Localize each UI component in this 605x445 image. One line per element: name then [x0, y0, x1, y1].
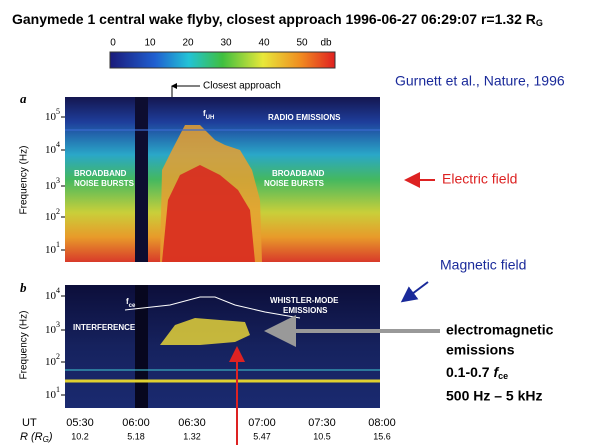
- y-tick-label: 104: [45, 286, 60, 302]
- tick-base: 10: [45, 389, 57, 401]
- tick-base: 10: [45, 244, 57, 256]
- ut-label: UT: [22, 417, 37, 429]
- y-tick-label: 104: [45, 140, 60, 156]
- y-tick-label: 102: [45, 352, 60, 368]
- bb-left: BROADBAND: [74, 169, 127, 178]
- tick-exp: 3: [56, 176, 60, 185]
- ratio-sub: ce: [498, 371, 508, 381]
- magnetic-label: Magnetic field: [440, 257, 526, 273]
- r-value: 10.2: [71, 431, 89, 441]
- r-label-sub: G: [43, 435, 49, 444]
- tick-exp: 1: [56, 385, 60, 394]
- y-tick-label: 102: [45, 207, 60, 223]
- r-value: 5.47: [253, 431, 271, 441]
- bb-right: NOISE BURSTS: [264, 179, 325, 188]
- magnetic-arrow: [400, 281, 429, 303]
- r-label: R (RG): [20, 431, 53, 444]
- colorbar-label: 30: [220, 38, 232, 49]
- r-value: 1.32: [183, 431, 201, 441]
- tick-base: 10: [45, 211, 57, 223]
- panel-letter: b: [20, 280, 27, 295]
- ut-label: 07:30: [308, 417, 336, 429]
- fuh: f: [203, 109, 206, 118]
- y-axis-label: Frequency (Hz): [19, 311, 30, 380]
- panel-letter: a: [20, 91, 27, 106]
- emissions-text: electromagnetic: [446, 322, 554, 338]
- r-value: 5.18: [127, 431, 145, 441]
- tick-base: 10: [45, 290, 57, 302]
- spectrogram-a: [65, 97, 380, 262]
- bb-right: BROADBAND: [272, 169, 325, 178]
- tick-base: 10: [45, 356, 57, 368]
- y-axis-label: Frequency (Hz): [19, 146, 30, 215]
- tick-base: 10: [45, 324, 57, 336]
- fce-sub: ce: [129, 303, 136, 309]
- tick-base: 10: [45, 111, 57, 123]
- tick-exp: 1: [56, 240, 60, 249]
- title: Ganymede 1 central wake flyby, closest a…: [12, 11, 543, 29]
- colorbar-label: 0: [110, 38, 116, 49]
- r-label-text: R (R: [20, 431, 43, 443]
- fce-label: fce: [126, 297, 136, 308]
- y-tick-label: 101: [45, 385, 60, 401]
- whistler-label: WHISTLER-MODE: [270, 296, 339, 305]
- emissions-ratio: 0.1-0.7 fce: [446, 364, 508, 382]
- ratio: 0.1-0.7: [446, 364, 493, 380]
- ratio-f: f: [493, 364, 499, 380]
- colorbar-label: 40: [258, 38, 270, 49]
- y-tick-label: 105: [45, 107, 60, 123]
- y-tick-label: 103: [45, 176, 60, 192]
- tick-exp: 5: [56, 107, 60, 116]
- tick-exp: 4: [56, 140, 60, 149]
- r-value: 10.5: [313, 431, 331, 441]
- ut-label: 08:00: [368, 417, 396, 429]
- colorbar-label: 10: [144, 38, 156, 49]
- electric-label: Electric field: [442, 171, 517, 187]
- tick-exp: 2: [56, 207, 60, 216]
- ut-label: 05:30: [66, 417, 94, 429]
- title-text: Ganymede 1 central wake flyby, closest a…: [12, 11, 536, 27]
- fce: f: [126, 297, 129, 306]
- interference-label: INTERFERENCE: [73, 323, 136, 332]
- citation: Gurnett et al., Nature, 1996: [395, 73, 565, 89]
- colorbar-label: 50: [296, 38, 308, 49]
- tick-exp: 4: [56, 286, 60, 295]
- emissions-range: 500 Hz – 5 kHz: [446, 388, 543, 404]
- x-axis: 05:30 06:00 06:30 07:00 07:30 08:00 10.2 5.18 1.…: [66, 417, 396, 441]
- y-tick-label: 103: [45, 320, 60, 336]
- tick-exp: 3: [56, 320, 60, 329]
- whistler-label: EMISSIONS: [283, 306, 328, 315]
- bb-left: NOISE BURSTS: [74, 179, 135, 188]
- colorbar-label: 20: [182, 38, 194, 49]
- title-sub: G: [536, 18, 543, 28]
- r-value: 15.6: [373, 431, 391, 441]
- r-label-end: ): [47, 431, 53, 443]
- fuh-label: fUH: [203, 109, 214, 120]
- tick-base: 10: [45, 180, 57, 192]
- tick-base: 10: [45, 144, 57, 156]
- ut-label: 06:00: [122, 417, 150, 429]
- ut-label: 07:00: [248, 417, 276, 429]
- spectrogram-b: [65, 285, 380, 408]
- colorbar-labels: 0 10 20 30 40 50 db: [110, 38, 332, 49]
- tick-exp: 2: [56, 352, 60, 361]
- emissions-text: emissions: [446, 342, 515, 358]
- closest-label: Closest approach: [203, 81, 281, 92]
- y-tick-label: 101: [45, 240, 60, 256]
- colorbar: [109, 51, 336, 69]
- radio-label: RADIO EMISSIONS: [268, 113, 341, 122]
- colorbar-unit: db: [320, 38, 332, 49]
- ut-label: 06:30: [178, 417, 206, 429]
- fuh-sub: UH: [206, 115, 215, 121]
